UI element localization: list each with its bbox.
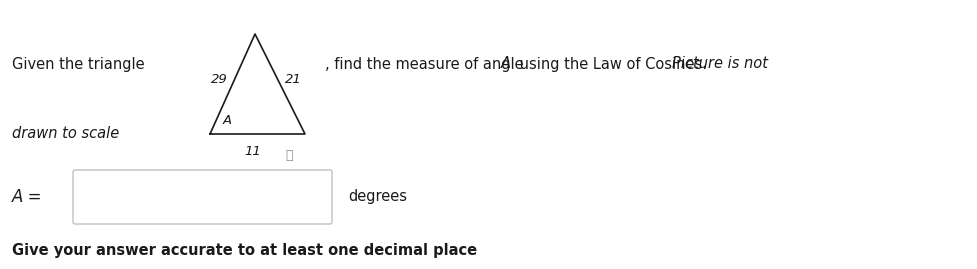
Text: Give your answer accurate to at least one decimal place: Give your answer accurate to at least on… [12, 243, 477, 259]
FancyBboxPatch shape [73, 170, 331, 224]
Text: 11: 11 [244, 146, 261, 158]
Text: Given the triangle: Given the triangle [12, 56, 145, 72]
Text: degrees: degrees [348, 189, 406, 204]
Text: 21: 21 [284, 73, 301, 87]
Text: , find the measure of angle: , find the measure of angle [324, 56, 528, 72]
Text: A: A [500, 56, 510, 72]
Text: using the Law of Cosines.: using the Law of Cosines. [515, 56, 711, 72]
Text: A: A [222, 115, 232, 128]
Text: ⌕: ⌕ [285, 150, 293, 162]
Text: A =: A = [12, 188, 42, 206]
Text: drawn to scale: drawn to scale [12, 126, 119, 141]
Text: Picture is not: Picture is not [671, 56, 767, 72]
Text: 29: 29 [211, 73, 228, 87]
